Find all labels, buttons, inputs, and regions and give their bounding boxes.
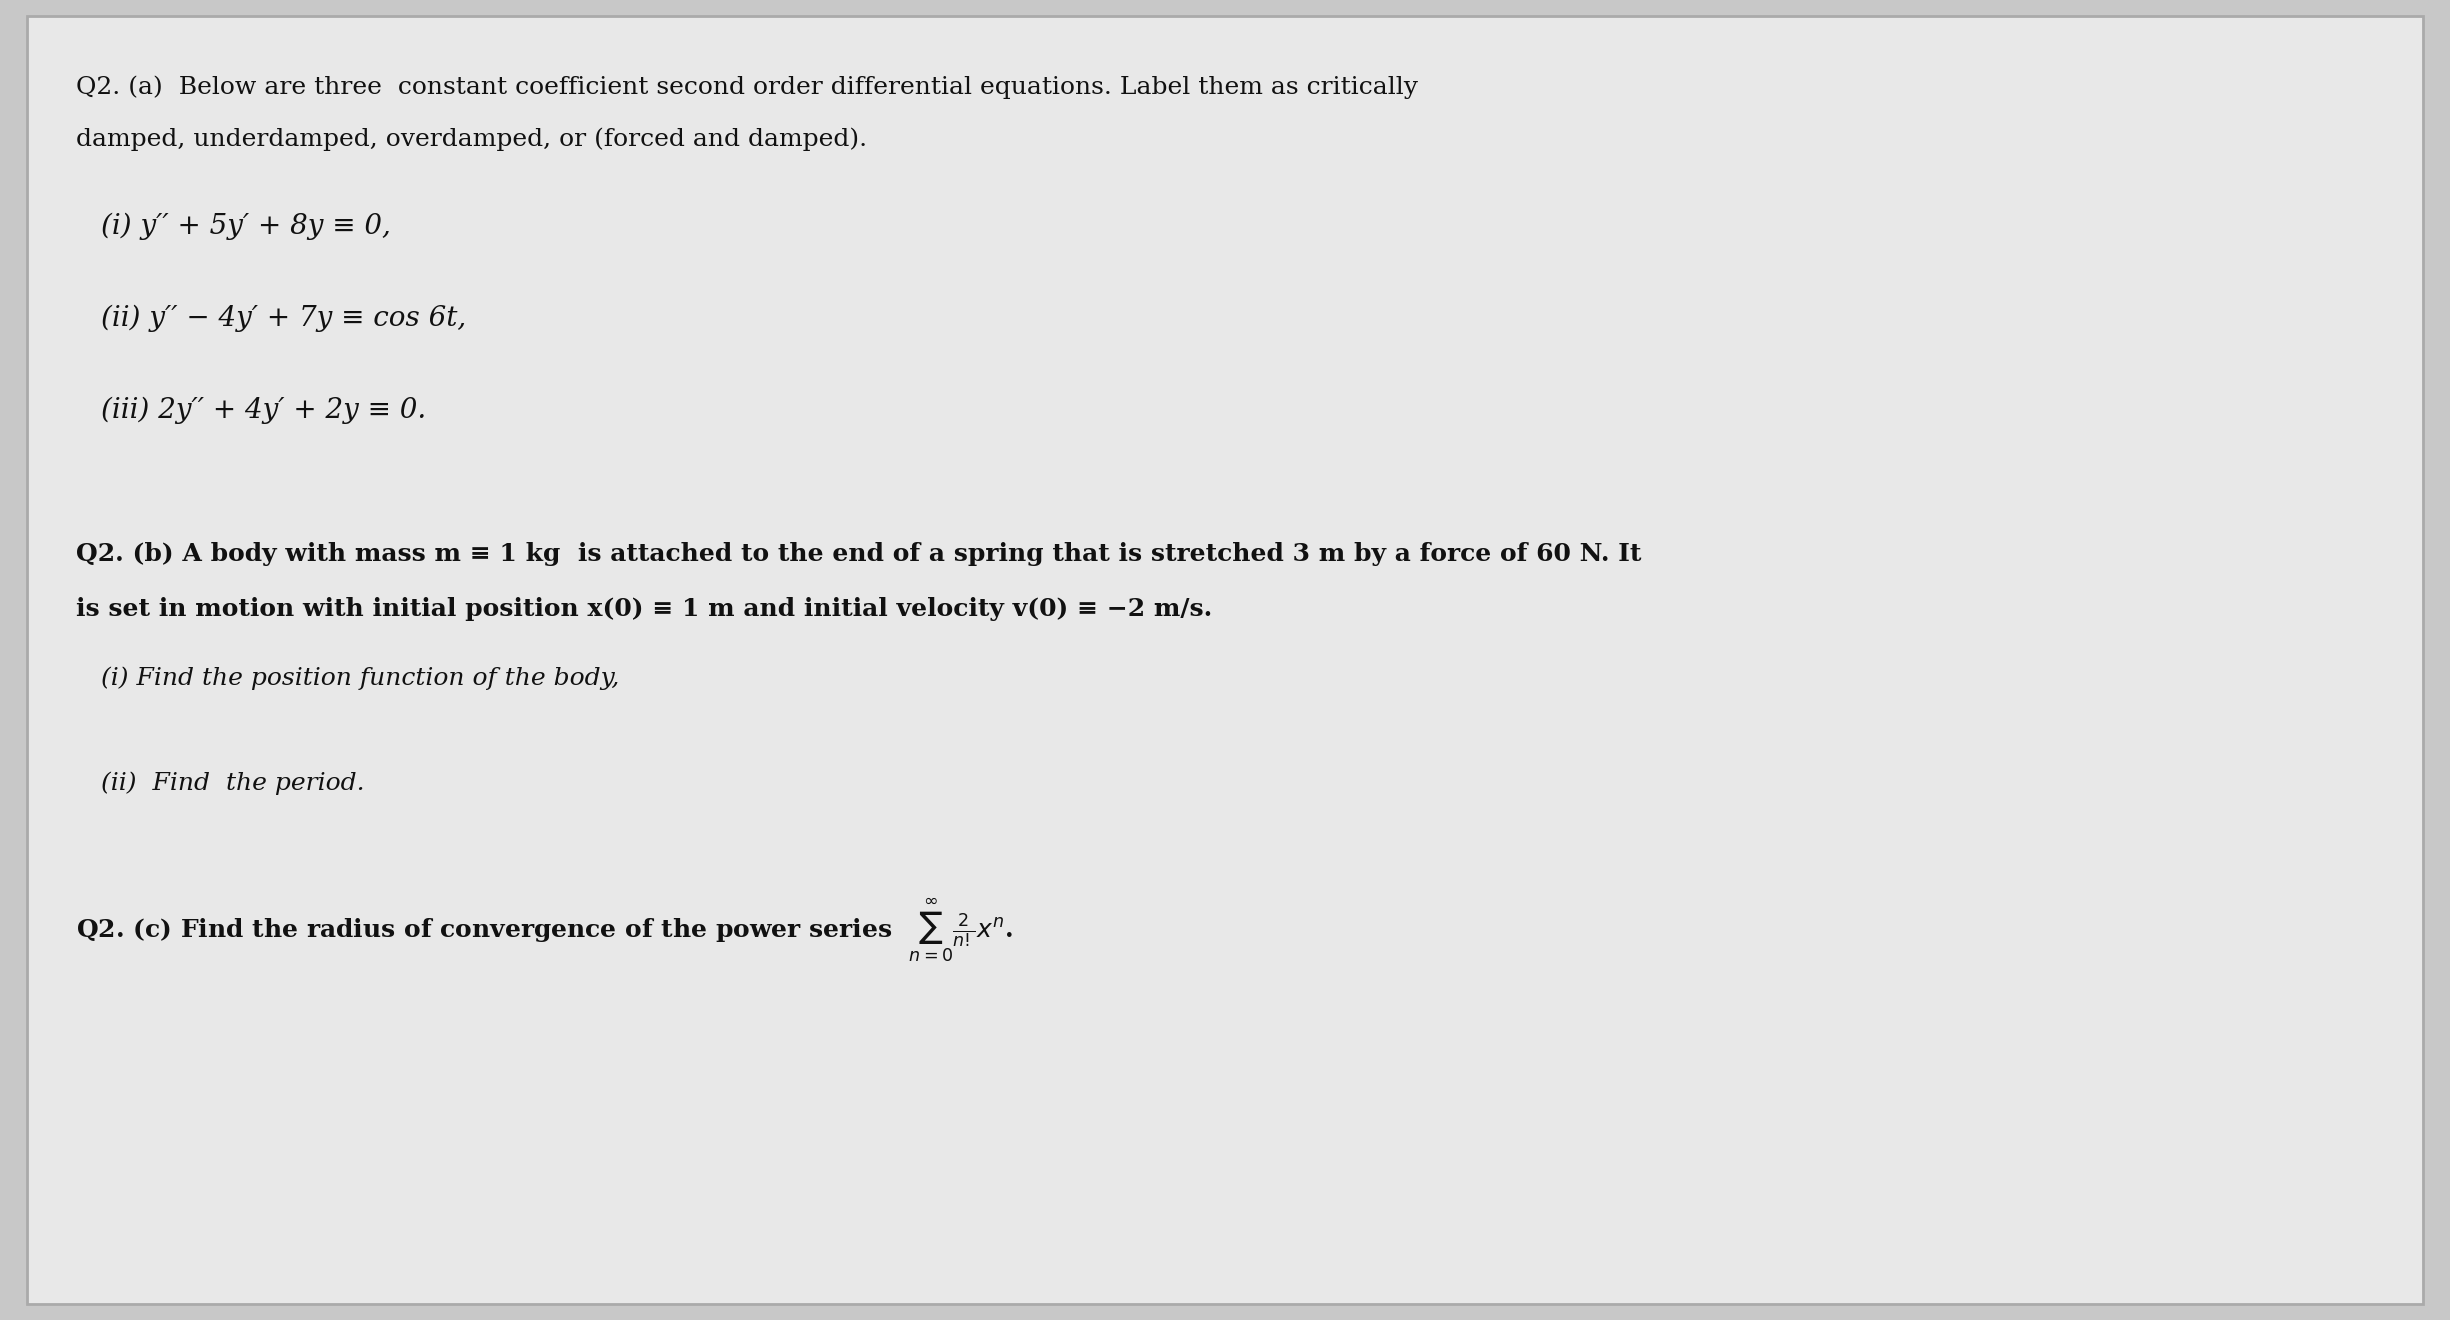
Text: Q2. (c) Find the radius of convergence of the power series  $\sum_{n=0}^{\infty}: Q2. (c) Find the radius of convergence o… xyxy=(76,896,1014,964)
Text: Q2. (a)  Below are three  constant coefficient second order differential equatio: Q2. (a) Below are three constant coeffic… xyxy=(76,75,1419,99)
Text: (i) y′′ + 5y′ + 8y ≡ 0,: (i) y′′ + 5y′ + 8y ≡ 0, xyxy=(100,213,390,240)
Text: damped, underdamped, overdamped, or (forced and damped).: damped, underdamped, overdamped, or (for… xyxy=(76,128,867,152)
FancyBboxPatch shape xyxy=(27,16,2423,1304)
Text: (ii) y′′ − 4y′ + 7y ≡ cos 6t,: (ii) y′′ − 4y′ + 7y ≡ cos 6t, xyxy=(100,305,466,333)
Text: Q2. (b) A body with mass m ≡ 1 kg  is attached to the end of a spring that is st: Q2. (b) A body with mass m ≡ 1 kg is att… xyxy=(76,541,1642,566)
Text: (i) Find the position function of the body,: (i) Find the position function of the bo… xyxy=(100,667,620,690)
Text: (ii)  Find  the period.: (ii) Find the period. xyxy=(100,772,365,795)
Text: (iii) 2y′′ + 4y′ + 2y ≡ 0.: (iii) 2y′′ + 4y′ + 2y ≡ 0. xyxy=(100,397,426,425)
Text: is set in motion with initial position x(0) ≡ 1 m and initial velocity v(0) ≡ −2: is set in motion with initial position x… xyxy=(76,597,1213,620)
